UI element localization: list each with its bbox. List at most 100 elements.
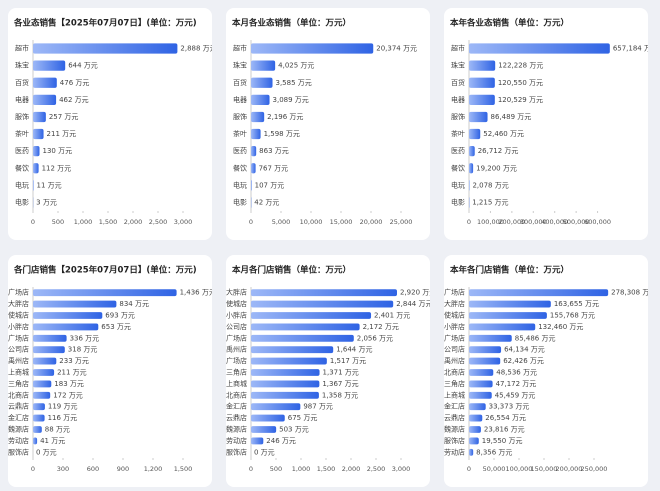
value-label: 120,550 万元 (498, 79, 543, 87)
bar (33, 334, 67, 342)
bar (469, 414, 483, 422)
x-tick-label: 10,000 (300, 218, 323, 226)
bar (33, 43, 178, 54)
chart-title: 各业态销售【2025年07月07日】(单位：万元) (13, 18, 197, 29)
bar (469, 391, 492, 399)
value-label: 2,078 万元 (472, 181, 508, 189)
value-label: 163,655 万元 (554, 300, 599, 308)
bar (251, 43, 374, 54)
category-label: 餐饮 (233, 163, 247, 172)
bar (469, 146, 475, 157)
category-label: 大众服饰店 (212, 447, 247, 456)
value-label: 211 万元 (47, 130, 77, 138)
bar (469, 437, 479, 445)
category-label: 金汇店 (444, 402, 465, 411)
value-label: 278,308 万元 (611, 289, 656, 297)
value-label: 1,371 万元 (323, 369, 359, 377)
category-label: 医药 (451, 146, 465, 155)
value-label: 42 万元 (254, 198, 279, 206)
bar (469, 77, 495, 88)
bar (469, 94, 495, 105)
category-label: 服饰 (451, 112, 465, 121)
x-tick-label: 0 (467, 465, 471, 473)
bar (33, 163, 39, 174)
value-label: 476 万元 (60, 79, 90, 87)
x-tick-label: 0 (467, 218, 471, 226)
x-tick-label: 0 (31, 218, 35, 226)
bar (33, 77, 57, 88)
value-label: 987 万元 (303, 403, 333, 411)
value-label: 2,196 万元 (267, 113, 303, 121)
value-label: 26,554 万元 (485, 414, 526, 422)
value-label: 246 万元 (266, 437, 296, 445)
category-label: 天使城店 (437, 311, 465, 320)
category-label: 电影 (451, 197, 465, 206)
category-label: 天使城店 (1, 311, 29, 320)
x-tick-label: 0 (31, 465, 35, 473)
category-label: 茶叶 (233, 129, 247, 138)
bar (33, 312, 103, 319)
x-tick-label: 300 (57, 465, 69, 473)
x-tick-label: 600 (87, 465, 99, 473)
category-label: 云鼎店 (444, 413, 465, 422)
category-label: 云鼎店 (8, 402, 29, 411)
value-label: 863 万元 (259, 147, 289, 155)
bar (33, 323, 99, 331)
value-label: 2,920 万元 (400, 289, 436, 297)
category-label: 百货 (233, 78, 247, 87)
category-label: 时代广场店 (212, 333, 247, 342)
category-label: 医药 (15, 146, 29, 155)
bar (469, 163, 474, 174)
value-label: 1,215 万元 (472, 198, 508, 206)
bar (251, 77, 273, 88)
value-label: 233 万元 (59, 357, 89, 365)
value-label: 85,486 万元 (515, 334, 556, 342)
bar (251, 414, 285, 422)
x-tick-label: 250,000 (581, 465, 608, 473)
category-label: 电影 (233, 197, 247, 206)
category-label: 天使城店 (219, 299, 247, 308)
value-label: 88 万元 (45, 426, 70, 434)
category-label: 线上商城 (219, 379, 247, 388)
bar (469, 323, 536, 331)
bar (33, 146, 40, 157)
x-tick-label: 600,000 (584, 218, 611, 226)
value-label: 112 万元 (42, 164, 72, 172)
value-label: 132,460 万元 (538, 323, 583, 331)
category-label: 服饰 (15, 112, 29, 121)
value-label: 155,768 万元 (550, 312, 595, 320)
value-label: 26,712 万元 (478, 147, 519, 155)
bar (251, 146, 257, 157)
category-label: 魏源店 (8, 425, 29, 434)
bar (251, 380, 320, 388)
category-label: 珠宝 (233, 61, 247, 70)
x-tick-label: 150,000 (531, 465, 558, 473)
category-label: 服饰 (233, 112, 247, 121)
value-label: 211 万元 (57, 369, 87, 377)
bar (33, 426, 42, 433)
bar (33, 180, 34, 191)
bar (33, 60, 66, 71)
x-tick-label: 400,000 (541, 218, 568, 226)
category-label: 医药 (233, 146, 247, 155)
category-label: 北商店 (444, 368, 465, 377)
category-label: 小胖店 (444, 322, 465, 331)
bar (251, 300, 394, 308)
category-label: 电影 (15, 197, 29, 206)
bar (33, 111, 46, 123)
category-label: 时代广场店 (0, 288, 29, 297)
x-tick-label: 0 (249, 465, 253, 473)
x-tick-label: 2,000 (124, 218, 143, 226)
x-tick-label: 200,000 (556, 465, 583, 473)
value-label: 2,888 万元 (180, 45, 216, 53)
bar (469, 426, 481, 433)
bar (33, 289, 177, 297)
bar (251, 94, 270, 105)
bar (469, 300, 551, 308)
value-label: 3,089 万元 (273, 96, 309, 104)
bar (251, 334, 354, 342)
category-label: 禹州店 (226, 345, 247, 354)
value-label: 48,536 万元 (496, 369, 537, 377)
x-tick-label: 300,000 (520, 218, 547, 226)
x-tick-label: 20,000 (360, 218, 383, 226)
